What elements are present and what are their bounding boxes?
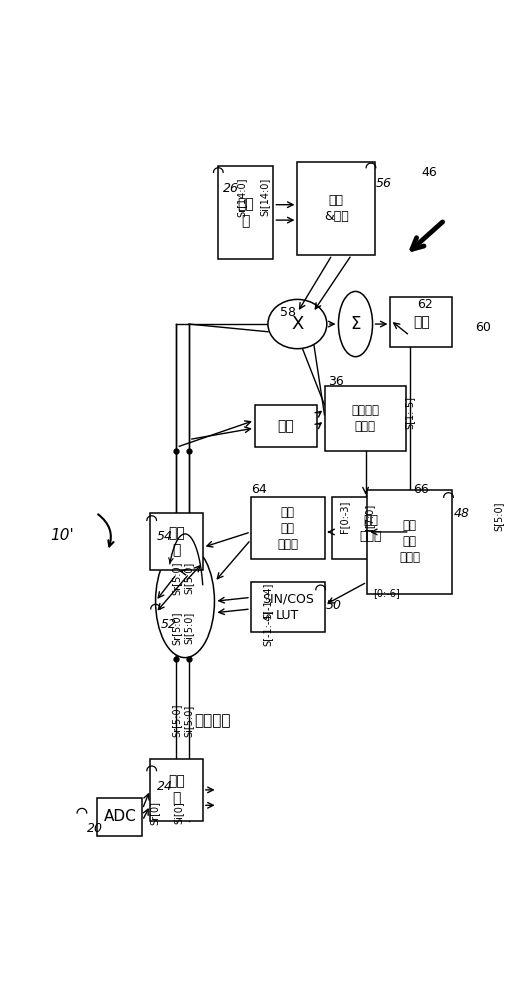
Text: SIN/COS
LUT: SIN/COS LUT [262,593,313,622]
Bar [217,166,274,259]
Text: 62: 62 [417,298,433,311]
Bar [251,582,324,632]
Bar [332,497,409,559]
Text: S[-1:-4]: S[-1:-4] [263,583,273,619]
Bar [150,513,203,570]
Text: Si[5:0]: Si[5:0] [184,612,194,644]
Bar [98,798,142,836]
Text: S[5:0]: S[5:0] [494,502,504,531]
Text: 相位
检测器: 相位 检测器 [360,514,383,543]
Text: 角度: 角度 [413,315,430,329]
Text: 26: 26 [223,182,239,195]
Text: 量化
&共轭: 量化 &共轭 [324,194,348,223]
Ellipse shape [268,299,327,349]
Text: X: X [291,315,304,333]
Text: 获取模式: 获取模式 [194,713,230,728]
Text: S[1:-5]: S[1:-5] [405,396,415,429]
Text: 50: 50 [325,599,342,612]
Text: I[7:0]: I[7:0] [364,503,374,530]
Text: Si[0]: Si[0] [174,802,184,824]
Text: Sr[5:0]: Sr[5:0] [171,611,182,645]
Text: 52: 52 [160,618,176,631]
Text: Si[5:0]: Si[5:0] [184,704,194,737]
Bar [324,386,406,451]
Bar [367,490,453,594]
Text: [0:-6]: [0:-6] [373,589,400,599]
Text: 54: 54 [157,530,172,543]
Text: S[-1:-4]: S[-1:-4] [263,610,273,646]
Text: Σ: Σ [350,315,361,333]
Text: 重采
样: 重采 样 [168,526,185,557]
Bar [255,405,317,447]
Text: Si[14:0]: Si[14:0] [260,178,270,216]
Text: 24: 24 [157,780,172,793]
Text: 48: 48 [453,507,469,520]
Text: ADC: ADC [103,809,136,824]
Text: Sr[5:0]: Sr[5:0] [171,561,182,595]
Bar [150,759,203,821]
Text: Si[5:0]: Si[5:0] [184,562,194,594]
Text: 量化: 量化 [277,419,294,433]
Bar [297,162,375,255]
Text: 累加
器: 累加 器 [237,197,254,228]
Text: 46: 46 [421,166,437,179]
Circle shape [338,291,373,357]
Text: 定时
环路
滤波器: 定时 环路 滤波器 [277,506,298,551]
Text: 36: 36 [329,375,344,388]
Text: Sr[5:0]: Sr[5:0] [171,704,182,737]
Text: 66: 66 [414,483,429,496]
Text: 58: 58 [280,306,296,319]
Text: Sr[14:0]: Sr[14:0] [237,177,247,217]
Text: F[0:-3]: F[0:-3] [339,500,349,533]
Bar [390,297,453,347]
Text: 20: 20 [87,822,103,835]
Bar [251,497,324,559]
Text: 载波
环路
滤波器: 载波 环路 滤波器 [399,519,420,564]
Text: Sr[0]: Sr[0] [149,801,159,825]
Text: 60: 60 [475,321,491,334]
Text: 相关
器: 相关 器 [168,774,185,806]
Text: 10': 10' [50,528,74,543]
Text: 信道匹配
滤波器: 信道匹配 滤波器 [351,404,379,433]
Text: 64: 64 [251,483,267,496]
Circle shape [156,545,214,658]
Text: 56: 56 [376,177,392,190]
